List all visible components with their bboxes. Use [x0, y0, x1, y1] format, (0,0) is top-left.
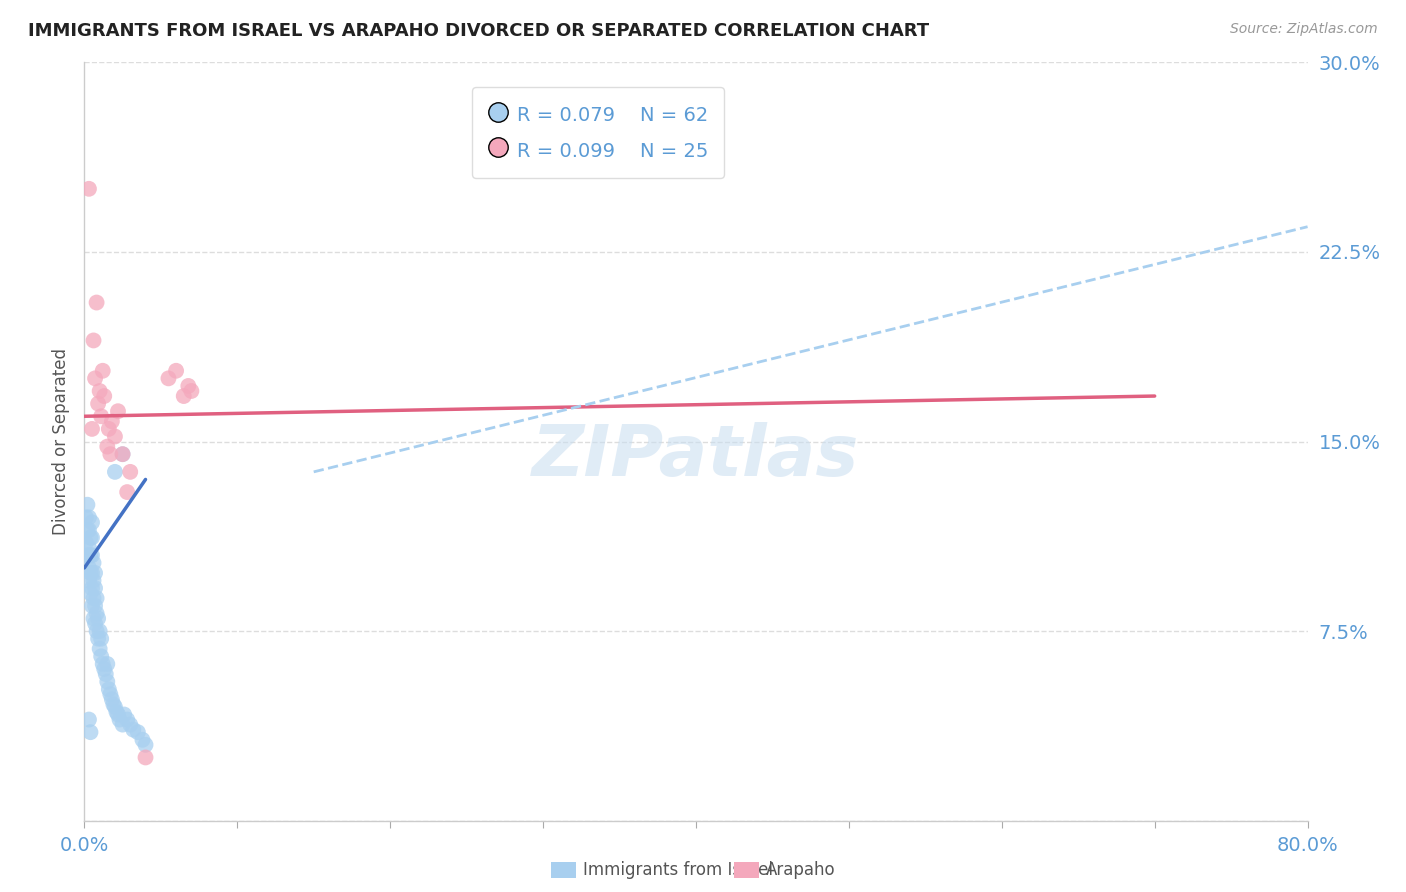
- Point: [135, 750, 157, 764]
- Point: [84, 599, 107, 613]
- Point: [80, 599, 103, 613]
- Point: [76, 523, 98, 537]
- Y-axis label: Divorced or Separated: Divorced or Separated: [52, 348, 70, 535]
- Point: [75, 535, 97, 549]
- Point: [93, 389, 115, 403]
- Point: [87, 632, 110, 646]
- Text: Source: ZipAtlas.com: Source: ZipAtlas.com: [1230, 22, 1378, 37]
- Point: [111, 717, 134, 731]
- Point: [84, 581, 107, 595]
- Point: [89, 624, 111, 639]
- Point: [77, 561, 100, 575]
- Point: [77, 574, 100, 588]
- Point: [127, 725, 149, 739]
- Point: [87, 396, 110, 410]
- Point: [104, 429, 127, 443]
- Point: [111, 447, 134, 461]
- Point: [103, 698, 125, 712]
- Point: [84, 566, 107, 580]
- Point: [107, 404, 129, 418]
- Text: Arapaho: Arapaho: [766, 861, 837, 879]
- Point: [104, 465, 127, 479]
- Point: [120, 717, 142, 731]
- Point: [97, 422, 120, 436]
- Point: [80, 516, 103, 530]
- Point: [180, 384, 202, 398]
- Point: [83, 334, 105, 348]
- Point: [98, 687, 121, 701]
- Point: [79, 725, 101, 739]
- Point: [107, 707, 129, 722]
- Point: [83, 591, 105, 606]
- Point: [86, 607, 108, 621]
- Point: [94, 667, 117, 681]
- Point: [79, 531, 101, 545]
- Point: [79, 548, 101, 563]
- Point: [80, 531, 103, 545]
- Point: [87, 611, 110, 625]
- Point: [89, 641, 111, 656]
- Text: Immigrants from Israel: Immigrants from Israel: [583, 861, 773, 879]
- Point: [80, 422, 103, 436]
- Point: [75, 510, 97, 524]
- Point: [98, 447, 121, 461]
- Point: [84, 616, 107, 631]
- Point: [83, 611, 105, 625]
- Legend: R = 0.079    N = 62, R = 0.099    N = 25: R = 0.079 N = 62, R = 0.099 N = 25: [472, 87, 724, 178]
- Point: [90, 409, 112, 424]
- Point: [93, 662, 115, 676]
- Point: [91, 364, 114, 378]
- Point: [111, 447, 134, 461]
- Point: [77, 523, 100, 537]
- Point: [79, 586, 101, 600]
- Point: [173, 389, 195, 403]
- Point: [101, 692, 124, 706]
- Point: [80, 581, 103, 595]
- Point: [96, 657, 118, 671]
- Point: [96, 440, 118, 454]
- Point: [115, 713, 138, 727]
- Point: [104, 699, 127, 714]
- Point: [80, 566, 103, 580]
- Point: [89, 384, 111, 398]
- Point: [77, 182, 100, 196]
- Point: [79, 566, 101, 580]
- Point: [86, 591, 108, 606]
- Point: [177, 379, 200, 393]
- Point: [80, 548, 103, 563]
- Point: [165, 364, 187, 378]
- Point: [86, 295, 108, 310]
- Text: ZIPatlas: ZIPatlas: [533, 422, 859, 491]
- Point: [77, 713, 100, 727]
- Point: [76, 498, 98, 512]
- Point: [131, 732, 153, 747]
- Point: [96, 674, 118, 689]
- Point: [83, 556, 105, 570]
- Point: [86, 624, 108, 639]
- Point: [122, 723, 145, 737]
- Point: [105, 705, 128, 719]
- Point: [112, 707, 135, 722]
- Point: [135, 738, 157, 752]
- Text: IMMIGRANTS FROM ISRAEL VS ARAPAHO DIVORCED OR SEPARATED CORRELATION CHART: IMMIGRANTS FROM ISRAEL VS ARAPAHO DIVORC…: [28, 22, 929, 40]
- Point: [157, 371, 180, 385]
- Point: [84, 371, 107, 385]
- Point: [90, 649, 112, 664]
- Point: [97, 682, 120, 697]
- Point: [90, 632, 112, 646]
- Point: [76, 548, 98, 563]
- Point: [115, 485, 138, 500]
- Point: [77, 541, 100, 555]
- Point: [108, 713, 131, 727]
- Point: [77, 510, 100, 524]
- Point: [83, 574, 105, 588]
- Point: [120, 465, 142, 479]
- Point: [91, 657, 114, 671]
- Point: [101, 414, 124, 428]
